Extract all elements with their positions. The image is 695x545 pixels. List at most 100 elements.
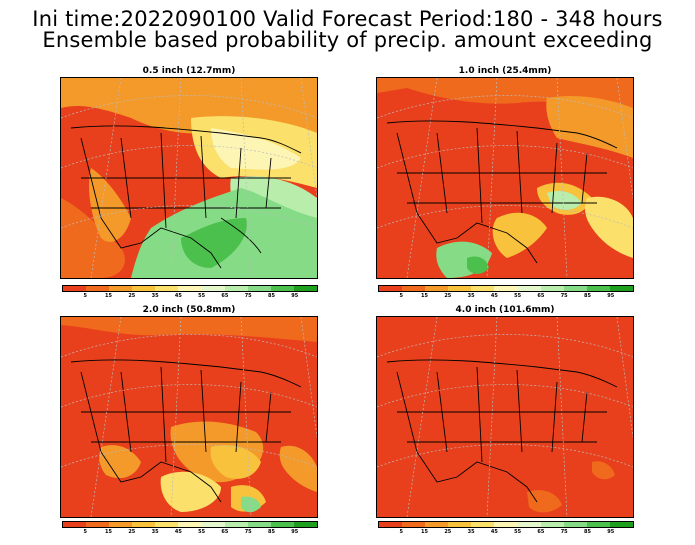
tick-label: 75 xyxy=(244,529,252,535)
cbar-bin xyxy=(517,522,541,527)
cbar-bin xyxy=(247,522,271,527)
cbar-bin xyxy=(224,286,248,291)
tick-label: 5 xyxy=(399,293,404,299)
cbar-bin xyxy=(201,286,225,291)
colorbar-labels-2p0: 5 15 25 35 45 55 65 75 85 95 xyxy=(62,529,318,537)
map-0p5-svg xyxy=(61,78,317,278)
tick-label: 85 xyxy=(267,293,275,299)
cbar-bin xyxy=(270,522,294,527)
figure-subtitle: Ensemble based probability of precip. am… xyxy=(42,28,653,52)
cbar-bin xyxy=(471,286,495,291)
cbar-bin xyxy=(379,286,403,291)
tick-label: 5 xyxy=(399,529,404,535)
map-4p0-svg xyxy=(377,317,633,517)
cbar-bin xyxy=(448,522,472,527)
cbar-bin xyxy=(155,286,179,291)
cbar-bin xyxy=(563,286,587,291)
map-panel-1p0 xyxy=(376,77,634,279)
tick-label: 55 xyxy=(514,529,522,535)
tick-label: 5 xyxy=(83,529,88,535)
tick-label: 35 xyxy=(151,293,159,299)
cbar-bin xyxy=(224,522,248,527)
cbar-bin xyxy=(86,522,110,527)
tick-label: 65 xyxy=(537,293,545,299)
tick-label: 65 xyxy=(537,529,545,535)
cbar-bin xyxy=(609,522,634,527)
cbar-bin xyxy=(494,522,518,527)
cbar-bin xyxy=(609,286,634,291)
colorbar-labels-1p0: 5 15 25 35 45 55 65 75 85 95 xyxy=(378,293,634,301)
map-panel-0p5 xyxy=(60,77,318,279)
cbar-bin xyxy=(155,522,179,527)
cbar-bin xyxy=(402,286,426,291)
tick-label: 65 xyxy=(221,293,229,299)
tick-label: 25 xyxy=(444,529,452,535)
panel-title-4p0: 4.0 inch (101.6mm) xyxy=(455,305,555,315)
tick-label: 15 xyxy=(421,293,429,299)
tick-label: 35 xyxy=(467,529,475,535)
tick-label: 45 xyxy=(174,293,182,299)
cbar-bin xyxy=(63,522,87,527)
cbar-bin xyxy=(563,522,587,527)
cbar-bin xyxy=(402,522,426,527)
cbar-bin xyxy=(379,522,403,527)
tick-label: 75 xyxy=(560,529,568,535)
map-2p0-svg xyxy=(61,317,317,517)
map-panel-2p0 xyxy=(60,316,318,518)
tick-label: 45 xyxy=(490,293,498,299)
tick-label: 55 xyxy=(198,529,206,535)
cbar-bin xyxy=(586,522,610,527)
colorbar-labels-4p0: 5 15 25 35 45 55 65 75 85 95 xyxy=(378,529,634,537)
panel-title-1p0: 1.0 inch (25.4mm) xyxy=(458,66,552,76)
cbar-bin xyxy=(132,522,156,527)
cbar-bin xyxy=(132,286,156,291)
cbar-bin xyxy=(201,522,225,527)
cbar-bin xyxy=(425,522,449,527)
cbar-bin xyxy=(247,286,271,291)
cbar-bin xyxy=(293,522,318,527)
cbar-bin xyxy=(293,286,318,291)
tick-label: 65 xyxy=(221,529,229,535)
tick-label: 55 xyxy=(198,293,206,299)
tick-label: 25 xyxy=(444,293,452,299)
cbar-bin xyxy=(63,286,87,291)
tick-label: 95 xyxy=(291,529,299,535)
colorbar-0p5 xyxy=(62,285,318,292)
tick-label: 45 xyxy=(174,529,182,535)
map-1p0-svg xyxy=(377,78,633,278)
tick-label: 75 xyxy=(560,293,568,299)
tick-label: 85 xyxy=(583,529,591,535)
cbar-bin xyxy=(109,522,133,527)
cbar-bin xyxy=(586,286,610,291)
cbar-bin xyxy=(494,286,518,291)
panel-title-2p0: 2.0 inch (50.8mm) xyxy=(142,305,236,315)
tick-label: 45 xyxy=(490,529,498,535)
cbar-bin xyxy=(86,286,110,291)
cbar-bin xyxy=(448,286,472,291)
cbar-bin xyxy=(540,286,564,291)
tick-label: 95 xyxy=(291,293,299,299)
cbar-bin xyxy=(540,522,564,527)
cbar-bin xyxy=(425,286,449,291)
cbar-bin xyxy=(109,286,133,291)
cbar-bin xyxy=(517,286,541,291)
tick-label: 95 xyxy=(607,293,615,299)
tick-label: 85 xyxy=(583,293,591,299)
colorbar-4p0 xyxy=(378,521,634,528)
cbar-bin xyxy=(270,286,294,291)
tick-label: 35 xyxy=(467,293,475,299)
tick-label: 95 xyxy=(607,529,615,535)
tick-label: 55 xyxy=(514,293,522,299)
cbar-bin xyxy=(178,286,202,291)
colorbar-2p0 xyxy=(62,521,318,528)
cbar-bin xyxy=(471,522,495,527)
tick-label: 15 xyxy=(421,529,429,535)
figure-title: Ini time:2022090100 Valid Forecast Perio… xyxy=(32,7,663,31)
colorbar-labels-0p5: 5 15 25 35 45 55 65 75 85 95 xyxy=(62,293,318,301)
cbar-bin xyxy=(178,522,202,527)
map-panel-4p0 xyxy=(376,316,634,518)
colorbar-1p0 xyxy=(378,285,634,292)
tick-label: 15 xyxy=(105,529,113,535)
tick-label: 75 xyxy=(244,293,252,299)
tick-label: 25 xyxy=(128,293,136,299)
